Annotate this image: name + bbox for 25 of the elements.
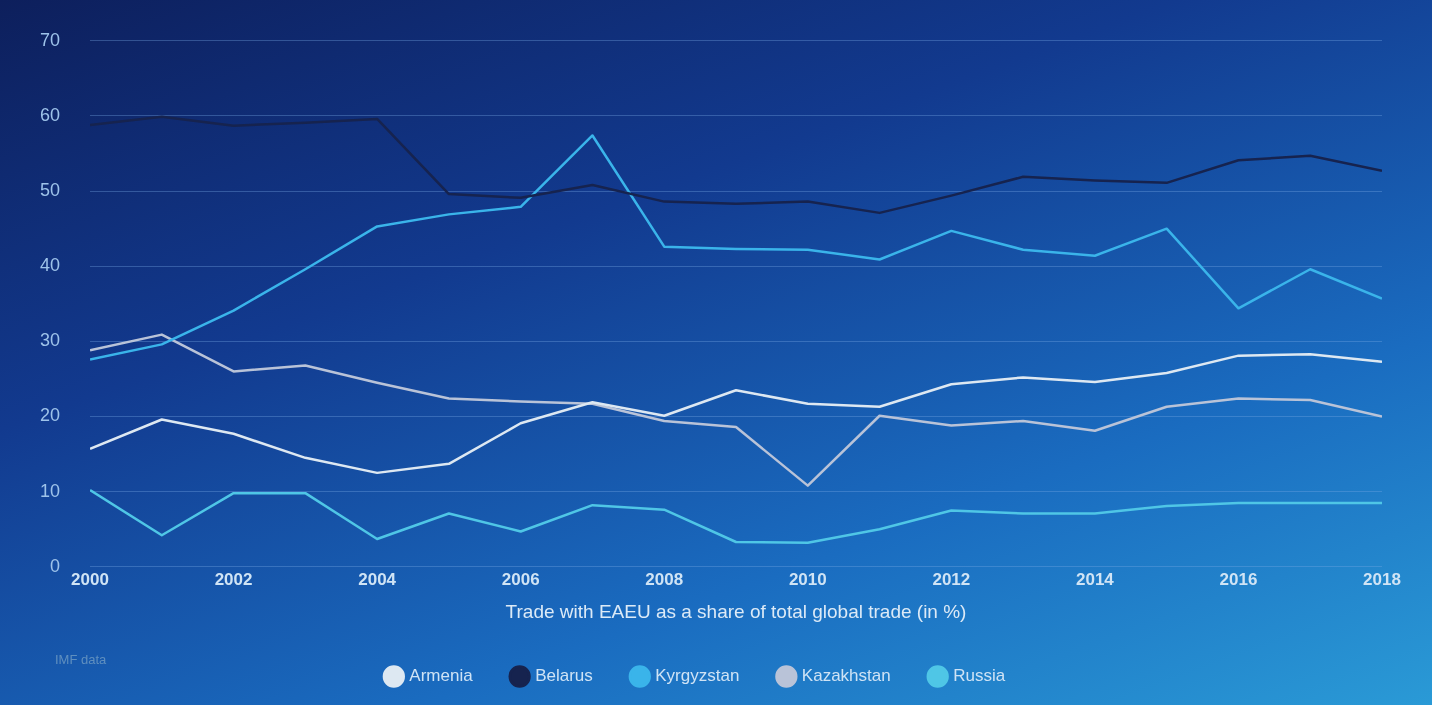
x-tick-label: 2016: [1219, 569, 1258, 589]
legend-label: Russia: [953, 666, 1006, 686]
y-tick-label: 60: [39, 104, 61, 125]
x-tick-label: 2018: [1363, 569, 1401, 589]
x-tick-label: 2014: [1075, 569, 1115, 589]
y-tick-label: 70: [39, 29, 61, 50]
y-tick-label: 30: [39, 330, 61, 351]
y-tick-label: 10: [39, 480, 61, 501]
x-tick-label: 2002: [214, 569, 253, 589]
legend-label: Kyrgyzstan: [655, 666, 740, 686]
y-tick-label: 40: [39, 255, 61, 276]
x-tick-label: 2004: [358, 569, 397, 589]
x-tick-label: 2012: [932, 569, 971, 589]
x-tick-label: 2008: [645, 569, 684, 589]
text: IMF data: [55, 652, 107, 667]
legend-label: Armenia: [409, 666, 474, 686]
y-tick-label: 20: [39, 405, 61, 426]
legend-label: Kazakhstan: [801, 666, 891, 686]
y-tick-label: 50: [39, 180, 61, 201]
x-tick-label: 2000: [71, 569, 109, 589]
x-axis-title: Trade with EAEU as a share of total global trade (in %): [505, 600, 967, 622]
x-tick-label: 2006: [501, 569, 540, 589]
legend-label: Belarus: [535, 666, 593, 686]
y-tick-label: 0: [50, 555, 61, 576]
x-tick-label: 2010: [788, 569, 827, 589]
